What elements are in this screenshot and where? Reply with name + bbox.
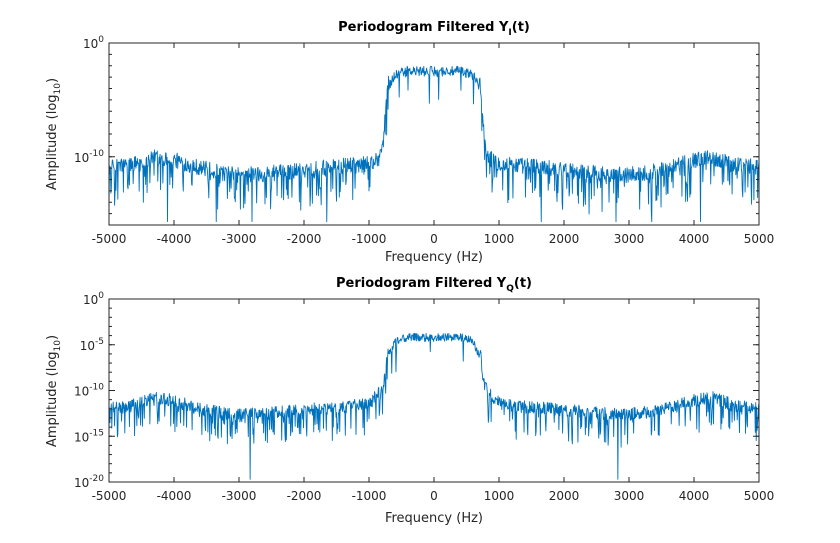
y-axis-ticks-bottom: 100 10-5 10-10 10-15 10-20: [74, 291, 759, 490]
y-tick-label: 10-5: [80, 337, 104, 353]
x-tick-label: 5000: [744, 232, 775, 246]
x-tick-label: 4000: [679, 489, 710, 503]
y-axis-label-bottom: Amplitude (log10): [45, 335, 63, 447]
x-tick-label: -2000: [287, 489, 322, 503]
x-tick-label: -3000: [222, 489, 257, 503]
x-axis-label-top: Frequency (Hz): [385, 250, 483, 265]
x-tick-label: -2000: [287, 232, 322, 246]
y-tick-label: 10-15: [74, 428, 104, 444]
series-line-bottom: [108, 332, 760, 480]
y-axis-ticks-top: 100 10-10: [74, 35, 759, 226]
x-tick-label: 3000: [614, 232, 645, 246]
x-tick-label: 2000: [549, 232, 580, 246]
title-top: Periodogram Filtered YI(t): [338, 20, 530, 38]
x-tick-label: 0: [430, 232, 438, 246]
y-axis-label-top: Amplitude (log10): [45, 78, 63, 190]
y-tick-label: 10-20: [74, 474, 104, 490]
x-tick-label: -4000: [157, 232, 192, 246]
series-line: [108, 65, 760, 223]
x-tick-label: -5000: [92, 232, 127, 246]
x-tick-label: 3000: [614, 489, 645, 503]
x-axis-ticks-top: -5000 -4000 -3000 -2000 -1000 0 1000 2000 3000 40…: [92, 43, 775, 246]
y-tick-label: 100: [83, 35, 104, 51]
x-tick-label: 4000: [679, 232, 710, 246]
x-tick-label: -4000: [157, 489, 192, 503]
y-tick-label: 10-10: [74, 149, 104, 165]
series-line-top: [108, 65, 760, 223]
x-tick-label: 1000: [484, 489, 515, 503]
x-axis-ticks-bottom: -5000 -4000 -3000 -2000 -1000 0 1000 2000 3000 40…: [92, 299, 775, 503]
title-bottom: Periodogram Filtered YQ(t): [336, 276, 532, 294]
x-tick-label: -1000: [352, 232, 387, 246]
series-line: [108, 332, 760, 480]
y-tick-label: 10-10: [74, 383, 104, 399]
x-tick-label: -5000: [92, 489, 127, 503]
x-axis-label-bottom: Frequency (Hz): [385, 511, 483, 526]
plot-area-top: [108, 65, 760, 223]
x-tick-label: 1000: [484, 232, 515, 246]
x-tick-label: 5000: [744, 489, 775, 503]
subplot-bottom: Periodogram Filtered YQ(t) -5000 -4000 -30…: [45, 276, 774, 526]
x-tick-label: 2000: [549, 489, 580, 503]
x-tick-label: 0: [430, 489, 438, 503]
x-tick-label: -3000: [222, 232, 257, 246]
plot-area-bottom: [108, 332, 760, 480]
y-tick-label: 100: [83, 291, 104, 307]
subplot-top: Periodogram Filtered YI(t) -5000 -4000 -30…: [45, 20, 774, 265]
x-tick-label: -1000: [352, 489, 387, 503]
